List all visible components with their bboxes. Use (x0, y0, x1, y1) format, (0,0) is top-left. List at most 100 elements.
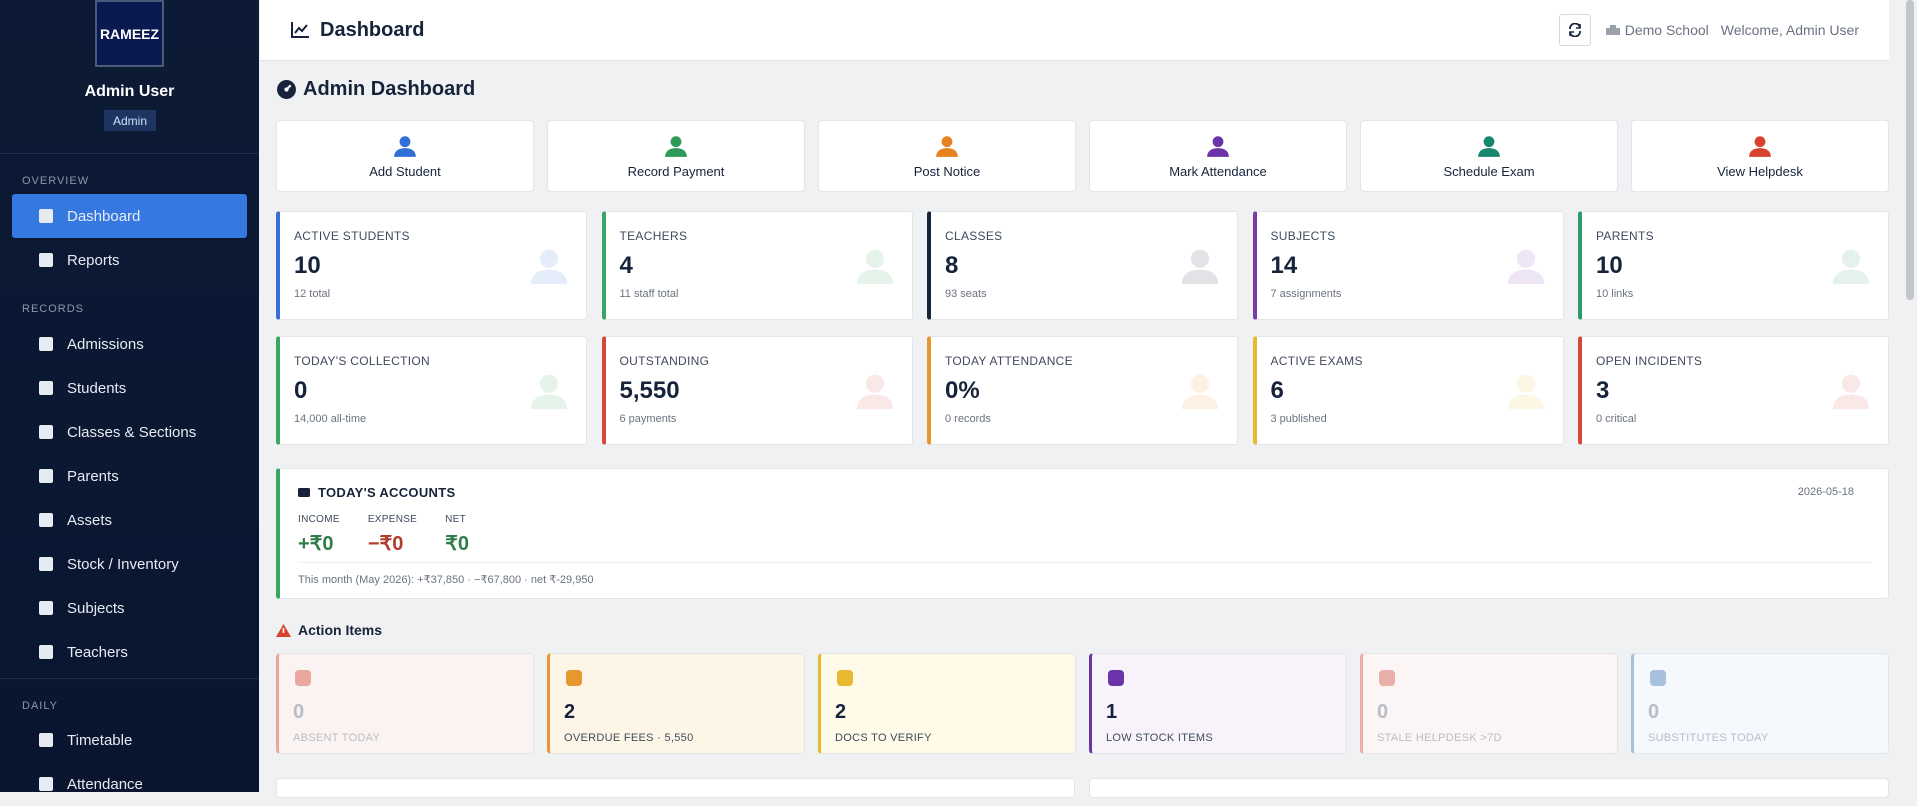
refresh-button[interactable] (1558, 14, 1591, 46)
nav-item[interactable]: Subjects (12, 586, 247, 630)
nav-icon (39, 645, 53, 659)
account-label: NET (445, 514, 467, 525)
icon (1181, 249, 1219, 285)
panel (276, 778, 1075, 798)
nav-item[interactable]: Reports (12, 238, 247, 282)
user-name: Admin User (84, 83, 175, 100)
action-card[interactable]: 0 SUBSTITUTES TODAY (1631, 653, 1889, 754)
nav-item[interactable]: Students (12, 366, 247, 410)
quick-action-label: Mark Attendance (1169, 163, 1267, 179)
stat-sub: 12 total (294, 288, 331, 300)
stat-label: CLASSES (945, 229, 1003, 243)
stat-value: 10 (1596, 252, 1623, 279)
action-icon (566, 670, 582, 686)
nav-icon (39, 337, 53, 351)
page-title-text: Admin Dashboard (303, 78, 476, 100)
stat-card: OPEN INCIDENTS 3 0 critical (1578, 336, 1889, 445)
action-value: 2 (835, 701, 847, 723)
nav-icon (39, 381, 53, 395)
action-icon (837, 670, 853, 686)
action-card[interactable]: 2 OVERDUE FEES · 5,550 (547, 653, 805, 754)
logo: RAMEEZ (95, 0, 164, 67)
stat-value: 4 (619, 252, 633, 279)
action-label: SUBSTITUTES TODAY (1648, 732, 1769, 744)
action-card[interactable]: 0 ABSENT TODAY (276, 653, 534, 754)
action-items-text: Action Items (298, 622, 383, 638)
stat-label: PARENTS (1596, 229, 1654, 243)
quick-action[interactable]: Add Student (276, 120, 534, 192)
nav-label: Admissions (67, 335, 144, 353)
stat-card: ACTIVE EXAMS 6 3 published (1252, 336, 1564, 445)
nav-item[interactable]: Teachers (12, 630, 247, 674)
nav-item[interactable]: Dashboard (12, 194, 247, 238)
action-card[interactable]: 0 STALE HELPDESK >7D (1360, 653, 1618, 754)
quick-action-label: View Helpdesk (1717, 163, 1803, 179)
quick-action-label: Record Payment (627, 163, 725, 179)
quick-action[interactable]: Mark Attendance (1089, 120, 1347, 192)
stat-sub: 14,000 all-time (294, 413, 367, 425)
icon (530, 249, 568, 285)
nav-label: Teachers (67, 643, 128, 661)
stat-sub: 3 published (1270, 413, 1327, 425)
nav-item[interactable]: Attendance (12, 762, 247, 806)
nav-label: Timetable (67, 731, 133, 749)
account-value: −₹0 (367, 533, 404, 555)
quick-action-label: Post Notice (913, 163, 981, 179)
scrollbar[interactable] (1906, 0, 1914, 300)
stat-label: ACTIVE EXAMS (1270, 354, 1363, 368)
account-value: +₹0 (298, 533, 334, 555)
nav-label: Students (67, 379, 127, 397)
stat-card: TODAY'S COLLECTION 0 14,000 all-time (276, 336, 587, 445)
account-value: ₹0 (445, 533, 470, 555)
stat-card: SUBJECTS 14 7 assignments (1252, 211, 1564, 320)
nav-item[interactable]: Assets (12, 498, 247, 542)
icon (1507, 374, 1544, 410)
icon (1478, 135, 1500, 157)
action-icon (1108, 670, 1124, 686)
quick-action[interactable]: Record Payment (547, 120, 805, 192)
action-value: 0 (293, 701, 305, 723)
nav-icon (39, 425, 53, 439)
stat-card: TODAY ATTENDANCE 0% 0 records (927, 336, 1238, 445)
nav-item[interactable]: Classes & Sections (12, 410, 247, 454)
action-value: 1 (1106, 701, 1118, 723)
action-label: OVERDUE FEES · 5,550 (564, 732, 694, 744)
action-label: LOW STOCK ITEMS (1106, 732, 1213, 744)
icon (665, 135, 687, 157)
nav-icon (39, 469, 53, 483)
page-title: Admin Dashboard (276, 78, 475, 101)
stat-value: 8 (945, 252, 959, 279)
nav-item[interactable]: Timetable (12, 718, 247, 762)
stat-sub: 10 links (1596, 288, 1634, 300)
stat-sub: 11 staff total (619, 288, 679, 300)
nav-item[interactable]: Stock / Inventory (12, 542, 247, 586)
quick-action[interactable]: View Helpdesk (1631, 120, 1889, 192)
action-card[interactable]: 2 DOCS TO VERIFY (818, 653, 1076, 754)
action-items-title: Action Items (276, 622, 382, 638)
nav-icon (39, 253, 53, 267)
accounts-date: 2026-05-18 (1797, 486, 1854, 498)
action-value: 0 (1648, 701, 1660, 723)
account-label: INCOME (298, 514, 340, 525)
nav-item[interactable]: Admissions (12, 322, 247, 366)
stat-card: TEACHERS 4 11 staff total (601, 211, 913, 320)
icon (856, 374, 893, 410)
action-label: ABSENT TODAY (293, 732, 381, 744)
icon (530, 374, 568, 410)
action-value: 0 (1377, 701, 1389, 723)
nav-item[interactable]: Parents (12, 454, 247, 498)
action-card[interactable]: 1 LOW STOCK ITEMS (1089, 653, 1347, 754)
nav-label: Stock / Inventory (67, 555, 179, 573)
header: Dashboard Demo School Welcome, Admin Use… (260, 0, 1889, 61)
nav-label: Parents (67, 467, 119, 485)
quick-action[interactable]: Schedule Exam (1360, 120, 1618, 192)
panel (1089, 778, 1889, 798)
quick-action[interactable]: Post Notice (818, 120, 1076, 192)
header-title: Dashboard (320, 18, 425, 41)
nav-icon (39, 557, 53, 571)
chart-icon (291, 22, 309, 38)
account-label: EXPENSE (367, 514, 418, 525)
icon (1749, 135, 1771, 157)
accounts-footer: This month (May 2026): +₹37,850 · −₹67,8… (298, 562, 1872, 586)
